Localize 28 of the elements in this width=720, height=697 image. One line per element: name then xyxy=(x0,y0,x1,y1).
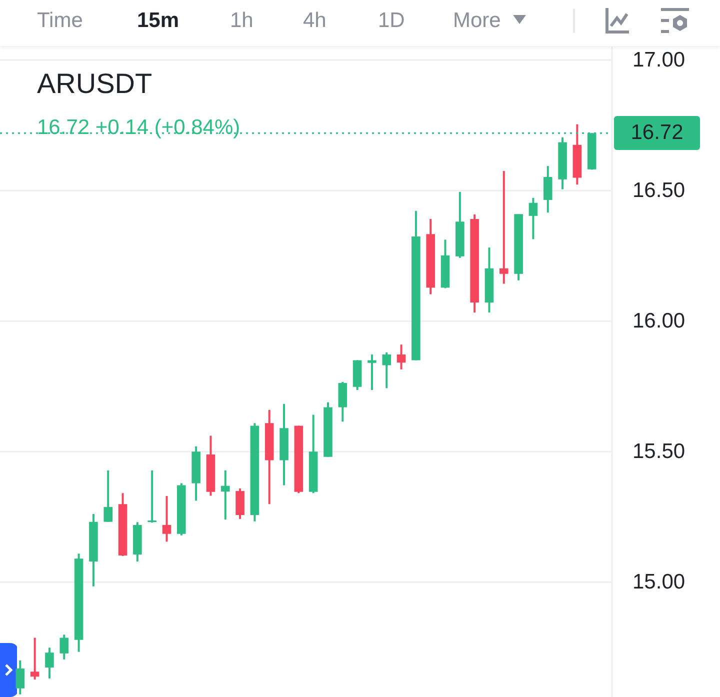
candlestick xyxy=(60,634,69,660)
text: 16.72 +0.14 (+0.84%) xyxy=(37,116,240,140)
candlestick xyxy=(528,196,538,240)
y-tick-label: 15.00 xyxy=(632,570,686,594)
candlestick xyxy=(499,170,508,285)
candlestick xyxy=(30,636,40,681)
text: 1D xyxy=(378,9,405,33)
candlestick xyxy=(104,469,113,523)
candlestick xyxy=(543,165,552,214)
text: 4h xyxy=(303,9,326,33)
y-tick-label: 16.50 xyxy=(632,179,686,202)
text: 15m xyxy=(137,9,180,33)
y-tick-label: 17.00 xyxy=(632,48,686,72)
y-tick-label: 15.50 xyxy=(632,440,686,464)
text: More xyxy=(453,9,501,33)
candlestick xyxy=(45,646,54,680)
y-tick-label: 16.00 xyxy=(632,310,686,333)
text: Time xyxy=(37,9,83,33)
ref-line-label: 16.72 xyxy=(614,116,700,150)
candlestick xyxy=(382,351,392,390)
text: 1h xyxy=(230,9,254,33)
candlestick xyxy=(162,494,172,543)
candlestick xyxy=(396,344,406,370)
candlestick xyxy=(148,469,156,524)
candlestick xyxy=(220,469,230,520)
candlestick xyxy=(16,659,25,696)
candlestick xyxy=(368,354,376,392)
text: ARUSDT xyxy=(37,68,152,100)
